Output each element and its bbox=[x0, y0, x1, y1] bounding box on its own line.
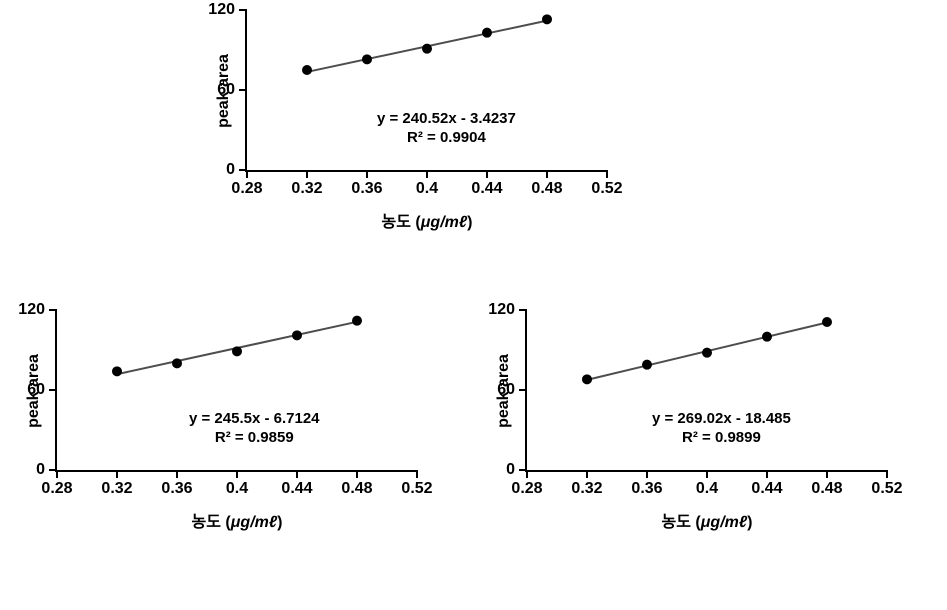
data-point bbox=[232, 346, 242, 356]
data-point bbox=[582, 374, 592, 384]
x-tick-label: 0.52 bbox=[871, 480, 902, 498]
x-tick bbox=[526, 470, 528, 478]
y-tick-label: 120 bbox=[208, 1, 235, 19]
data-point bbox=[762, 332, 772, 342]
x-tick bbox=[236, 470, 238, 478]
x-tick-label: 0.36 bbox=[351, 180, 382, 198]
equation-line: y = 245.5x - 6.7124 bbox=[189, 410, 320, 429]
x-axis-label-unit: μg/mℓ bbox=[421, 214, 467, 231]
plot-area: 0601200.280.320.360.40.440.480.52농도 (μg/… bbox=[55, 310, 417, 472]
x-axis-label-unit: μg/mℓ bbox=[231, 514, 277, 531]
x-tick-label: 0.48 bbox=[531, 180, 562, 198]
x-tick-label: 0.44 bbox=[471, 180, 502, 198]
x-axis-label-suffix: ) bbox=[747, 514, 752, 531]
data-point bbox=[482, 28, 492, 38]
x-tick bbox=[56, 470, 58, 478]
r-squared-line: R² = 0.9899 bbox=[652, 429, 791, 448]
x-axis-label-prefix: 농도 ( bbox=[662, 514, 701, 531]
x-tick bbox=[176, 470, 178, 478]
y-tick bbox=[49, 389, 57, 391]
x-axis-label-prefix: 농도 ( bbox=[382, 214, 421, 231]
x-tick bbox=[546, 170, 548, 178]
equation-line: y = 269.02x - 18.485 bbox=[652, 410, 791, 429]
y-tick-label: 0 bbox=[506, 461, 515, 479]
y-tick bbox=[239, 9, 247, 11]
x-tick-label: 0.44 bbox=[281, 480, 312, 498]
y-tick-label: 0 bbox=[226, 161, 235, 179]
x-tick-label: 0.48 bbox=[341, 480, 372, 498]
data-point bbox=[542, 14, 552, 24]
x-tick bbox=[306, 170, 308, 178]
x-axis-label-prefix: 농도 ( bbox=[192, 514, 231, 531]
x-tick bbox=[826, 470, 828, 478]
data-point bbox=[422, 44, 432, 54]
y-axis-label: peak area bbox=[25, 354, 43, 428]
x-tick bbox=[606, 170, 608, 178]
x-tick-label: 0.48 bbox=[811, 480, 842, 498]
x-tick-label: 0.44 bbox=[751, 480, 782, 498]
y-axis-label: peak area bbox=[495, 354, 513, 428]
x-tick bbox=[356, 470, 358, 478]
data-point bbox=[172, 358, 182, 368]
data-point bbox=[302, 65, 312, 75]
x-axis-label: 농도 (μg/mℓ) bbox=[382, 208, 473, 232]
r-squared-line: R² = 0.9904 bbox=[377, 129, 516, 148]
y-tick-label: 120 bbox=[18, 301, 45, 319]
x-tick bbox=[586, 470, 588, 478]
x-tick bbox=[766, 470, 768, 478]
x-axis-label-suffix: ) bbox=[467, 214, 472, 231]
equation-block: y = 269.02x - 18.485R² = 0.9899 bbox=[652, 410, 791, 448]
data-point bbox=[112, 366, 122, 376]
equation-block: y = 245.5x - 6.7124R² = 0.9859 bbox=[189, 410, 320, 448]
x-tick-label: 0.4 bbox=[416, 180, 438, 198]
x-tick-label: 0.52 bbox=[401, 480, 432, 498]
chart-bottom-right: 0601200.280.320.360.40.440.480.52농도 (μg/… bbox=[525, 310, 885, 470]
x-tick-label: 0.36 bbox=[161, 480, 192, 498]
chart-top: 0601200.280.320.360.40.440.480.52농도 (μg/… bbox=[245, 10, 605, 170]
x-tick-label: 0.32 bbox=[571, 480, 602, 498]
x-tick-label: 0.28 bbox=[511, 480, 542, 498]
x-tick bbox=[486, 170, 488, 178]
x-tick-label: 0.32 bbox=[291, 180, 322, 198]
x-axis-label-suffix: ) bbox=[277, 514, 282, 531]
x-tick bbox=[116, 470, 118, 478]
x-tick bbox=[426, 170, 428, 178]
x-tick-label: 0.28 bbox=[41, 480, 72, 498]
x-tick-label: 0.36 bbox=[631, 480, 662, 498]
x-tick-label: 0.52 bbox=[591, 180, 622, 198]
y-tick bbox=[49, 309, 57, 311]
x-tick-label: 0.32 bbox=[101, 480, 132, 498]
data-point bbox=[702, 348, 712, 358]
y-tick-label: 0 bbox=[36, 461, 45, 479]
x-tick bbox=[646, 470, 648, 478]
y-axis-label: peak area bbox=[215, 54, 233, 128]
y-tick bbox=[239, 89, 247, 91]
x-axis-label: 농도 (μg/mℓ) bbox=[192, 508, 283, 532]
x-tick bbox=[886, 470, 888, 478]
x-tick-label: 0.4 bbox=[226, 480, 248, 498]
x-axis-label: 농도 (μg/mℓ) bbox=[662, 508, 753, 532]
equation-block: y = 240.52x - 3.4237R² = 0.9904 bbox=[377, 110, 516, 148]
y-tick bbox=[519, 309, 527, 311]
y-tick-label: 120 bbox=[488, 301, 515, 319]
r-squared-line: R² = 0.9859 bbox=[189, 429, 320, 448]
data-point bbox=[362, 54, 372, 64]
plot-area: 0601200.280.320.360.40.440.480.52농도 (μg/… bbox=[525, 310, 887, 472]
x-tick-label: 0.28 bbox=[231, 180, 262, 198]
y-tick bbox=[519, 389, 527, 391]
chart-bottom-left: 0601200.280.320.360.40.440.480.52농도 (μg/… bbox=[55, 310, 415, 470]
data-point bbox=[352, 316, 362, 326]
x-tick bbox=[246, 170, 248, 178]
x-axis-label-unit: μg/mℓ bbox=[701, 514, 747, 531]
x-tick bbox=[296, 470, 298, 478]
data-point bbox=[292, 330, 302, 340]
plot-area: 0601200.280.320.360.40.440.480.52농도 (μg/… bbox=[245, 10, 607, 172]
equation-line: y = 240.52x - 3.4237 bbox=[377, 110, 516, 129]
x-tick bbox=[706, 470, 708, 478]
data-point bbox=[822, 317, 832, 327]
x-tick bbox=[416, 470, 418, 478]
x-tick-label: 0.4 bbox=[696, 480, 718, 498]
x-tick bbox=[366, 170, 368, 178]
data-point bbox=[642, 360, 652, 370]
